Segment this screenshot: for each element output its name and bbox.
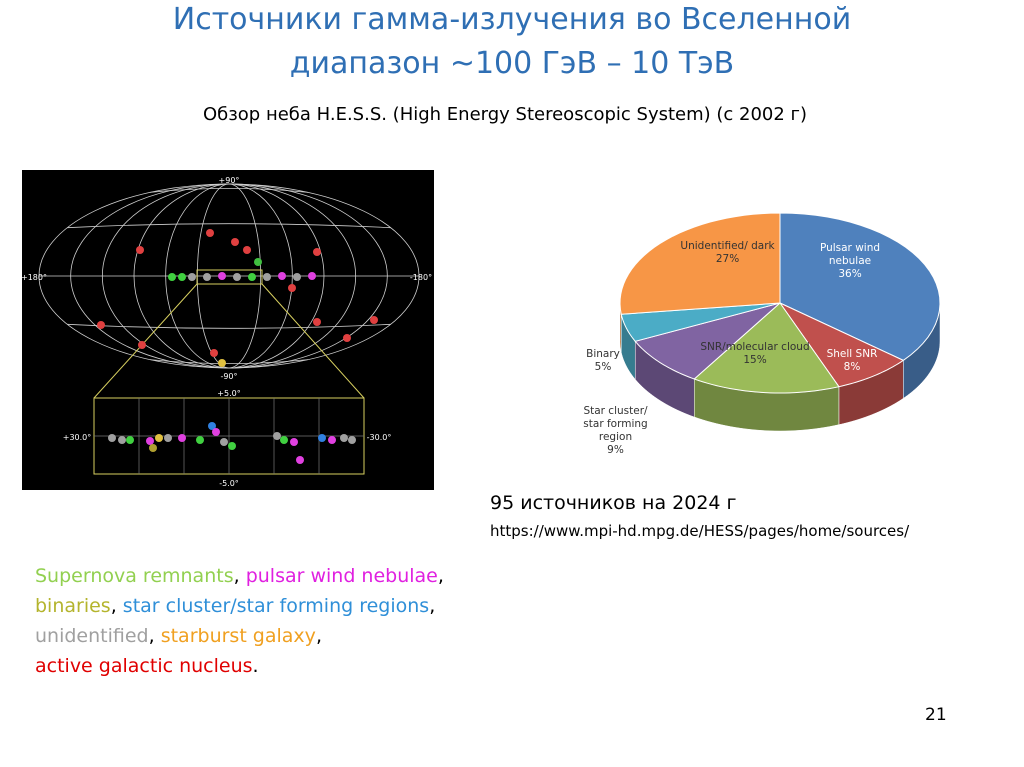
list-line: active galactic nucleus. bbox=[35, 651, 444, 681]
list-line: binaries, star cluster/star forming regi… bbox=[35, 591, 444, 621]
list-line: Supernova remnants, pulsar wind nebulae, bbox=[35, 561, 444, 591]
list-item: binaries bbox=[35, 595, 111, 617]
value-label: 27% bbox=[715, 253, 740, 265]
category-label: Unidentified/ dark bbox=[680, 240, 775, 252]
parallel bbox=[149, 187, 309, 193]
value-label: 9% bbox=[607, 444, 624, 456]
map-label: +90° bbox=[219, 176, 240, 185]
category-label: Binary bbox=[586, 348, 620, 360]
map-grid bbox=[38, 183, 420, 369]
value-label: 8% bbox=[843, 361, 861, 373]
pie-label: SNR/molecular cloud 15% bbox=[700, 341, 810, 367]
list-item: active galactic nucleus bbox=[35, 655, 253, 677]
list-item: , bbox=[148, 625, 161, 647]
source-dots bbox=[97, 229, 378, 464]
pie-slice bbox=[693, 302, 840, 394]
map-label: +30.0° bbox=[63, 433, 92, 442]
pie-label: Pulsar wind nebulae 36% bbox=[800, 242, 900, 281]
pie-label: Shell SNR 8% bbox=[812, 348, 892, 374]
map-label: +180° bbox=[22, 273, 47, 282]
list-item: . bbox=[252, 655, 259, 677]
list-item: pulsar wind nebulae bbox=[245, 565, 438, 587]
pie-slice bbox=[634, 302, 781, 380]
category-label: Pulsar wind nebulae bbox=[819, 242, 881, 267]
list-item: unidentified bbox=[35, 625, 149, 647]
list-item: , bbox=[429, 595, 436, 617]
title-line: Источники гамма-излучения во Вселенной bbox=[172, 2, 852, 37]
pie-slice bbox=[779, 212, 941, 361]
list-item: , bbox=[110, 595, 123, 617]
sources-url: https://www.mpi-hd.mpg.de/HESS/pages/hom… bbox=[490, 522, 910, 540]
pie-chart bbox=[619, 212, 941, 432]
value-label: 5% bbox=[594, 361, 612, 373]
pie-slice bbox=[620, 302, 781, 342]
map-label: -30.0° bbox=[367, 433, 392, 442]
parallel bbox=[67, 223, 391, 229]
map-label: -5.0° bbox=[219, 479, 239, 488]
map-label: -90° bbox=[220, 372, 237, 381]
slide-number: 21 bbox=[925, 705, 947, 725]
list-item: Supernova remnants bbox=[35, 565, 234, 587]
list-item: starburst galaxy bbox=[160, 625, 316, 647]
parallel bbox=[67, 323, 391, 329]
value-label: 15% bbox=[743, 354, 767, 366]
category-label: Star cluster/ star forming region bbox=[583, 405, 648, 443]
pie-label: Unidentified/ dark 27% bbox=[680, 240, 775, 266]
pie-label: Binary 5% bbox=[578, 348, 628, 374]
subtitle: Обзор неба H.E.S.S. (High Energy Stereos… bbox=[202, 104, 808, 125]
list-item: , bbox=[315, 625, 322, 647]
map-label: -180° bbox=[410, 273, 432, 282]
value-label: 36% bbox=[838, 268, 862, 280]
pie-label: Star cluster/ star forming region 9% bbox=[578, 405, 653, 457]
class-list: Supernova remnants, pulsar wind nebulae,… bbox=[35, 561, 444, 681]
list-line: unidentified, starburst galaxy, bbox=[35, 621, 444, 651]
map-label: +5.0° bbox=[217, 389, 240, 398]
category-label: SNR/molecular cloud bbox=[700, 341, 810, 353]
list-item: star cluster/star forming regions bbox=[122, 595, 430, 617]
title-line: диапазон ~100 ГэВ – 10 ТэВ bbox=[289, 46, 735, 81]
category-label: Shell SNR bbox=[826, 348, 878, 360]
pie-slice bbox=[619, 212, 781, 315]
parallel bbox=[149, 359, 309, 365]
sky-map: +90° -90° +180° -180° +5.0° -5.0° +30.0° -30.0° bbox=[22, 170, 434, 490]
sources-count: 95 источников на 2024 г bbox=[490, 492, 737, 514]
list-item: , bbox=[233, 565, 246, 587]
pie-slice bbox=[778, 301, 905, 388]
list-item: , bbox=[437, 565, 444, 587]
